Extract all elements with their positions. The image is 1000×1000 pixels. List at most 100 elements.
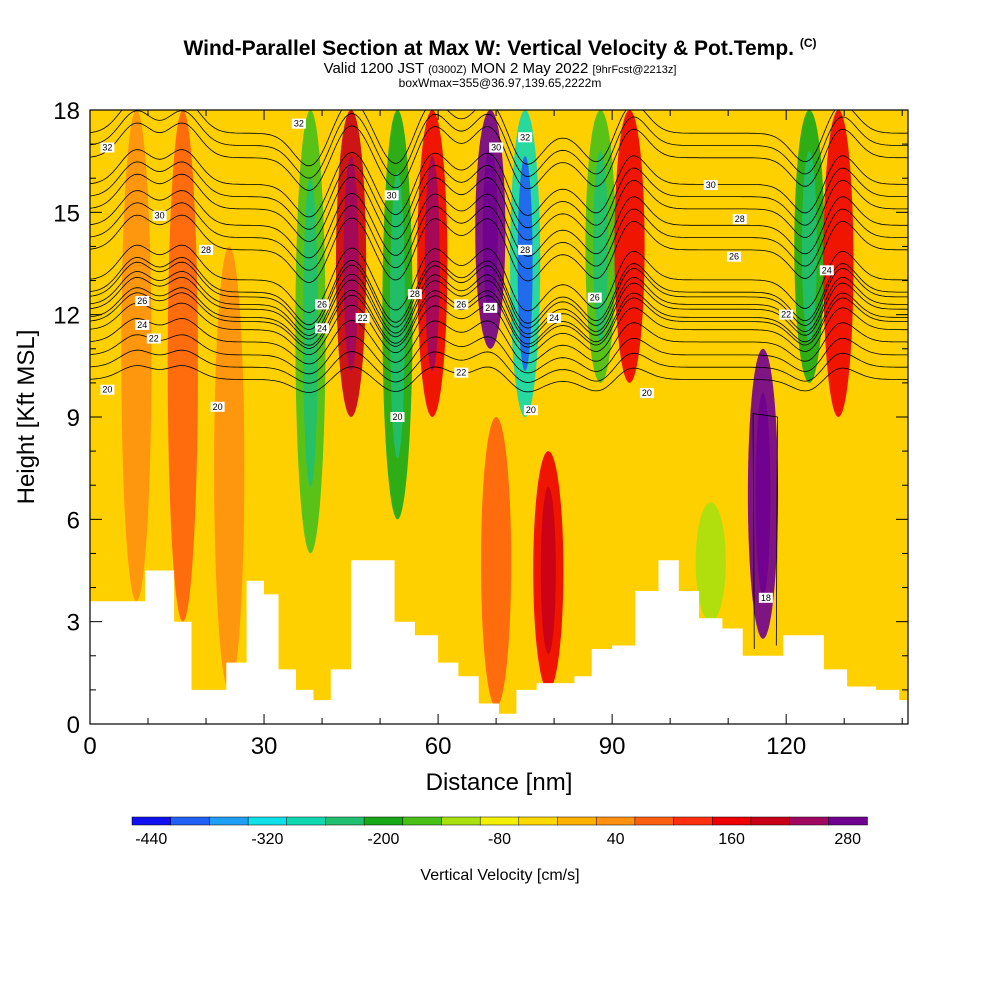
velocity-core-7: [482, 145, 498, 313]
theta-label-28-1: 28: [410, 289, 420, 299]
colorbar-swatch-9: [479, 816, 520, 826]
theta-label-24-1: 24: [317, 323, 327, 333]
theta-line-22-0: [90, 318, 908, 365]
theta-label-32-1: 32: [294, 119, 304, 129]
theta-line-28-0: [90, 214, 908, 283]
theta-label-bg: [703, 180, 718, 191]
colorbar-tick-label: 280: [834, 831, 861, 848]
theta-line-28-1: [90, 202, 908, 271]
theta-line-24-0: [90, 292, 908, 349]
theta-line-32-0: [90, 122, 908, 191]
velocity-core-10: [540, 486, 556, 655]
velocity-cell-2: [214, 246, 245, 690]
velocity-core-4: [343, 156, 359, 371]
velocity-core-3: [302, 176, 318, 487]
colorbar-tick-label: 40: [607, 831, 625, 848]
velocity-core-5: [389, 171, 405, 458]
theta-line-24-1: [90, 276, 908, 340]
theta-line-30-1: [90, 161, 908, 230]
colorbar-swatch-2: [209, 816, 249, 826]
theta-label-bg: [454, 299, 469, 310]
theta-label-bg: [291, 118, 306, 129]
theta-line-26-1: [90, 256, 908, 326]
velocity-cell-12: [614, 110, 645, 383]
theta-label-bg: [384, 190, 399, 201]
theta-label-32-0: 32: [102, 143, 112, 153]
colorbar: -440 -320 -200 -80 40 160 280: [131, 816, 868, 848]
theta-label-bg: [819, 265, 834, 276]
y-tick-label: 3: [67, 610, 80, 637]
colorbar-swatch-5: [325, 816, 365, 826]
theta-label-30-0: 30: [155, 211, 165, 221]
theta-label-22-2: 22: [456, 368, 466, 378]
theta-label-26-1: 26: [317, 299, 327, 309]
theta-label-bg: [146, 333, 161, 344]
x-tick-label: 90: [599, 733, 626, 760]
theta-label-bg: [523, 405, 538, 416]
theta-label-bg: [135, 319, 150, 330]
velocity-core-15: [801, 150, 817, 342]
colorbar-tick-label: -320: [251, 831, 283, 848]
theta-line-32-2: [90, 110, 908, 167]
y-tick-label: 6: [67, 507, 80, 534]
theta-label-bg: [639, 388, 654, 399]
velocity-core-9: [517, 156, 533, 371]
theta-label-30-1: 30: [387, 190, 397, 200]
theta-label-bg: [547, 313, 562, 324]
colorbar-swatch-10: [518, 816, 559, 826]
colorbar-swatch-7: [402, 816, 443, 826]
theta-line-18: [752, 413, 778, 649]
velocity-cell-8: [480, 416, 512, 707]
colorbar-swatch-14: [673, 816, 714, 826]
theta-label-24-3: 24: [549, 313, 559, 323]
velocity-core-11: [593, 150, 609, 342]
colorbar-swatch-0: [131, 816, 172, 826]
velocity-core-14: [755, 392, 771, 596]
colorbar-tick-label: 160: [718, 831, 745, 848]
y-tick-label: 12: [53, 303, 80, 330]
theta-label-20-0: 20: [102, 385, 112, 395]
theta-label-bg: [732, 214, 747, 225]
theta-line-20-0: [90, 365, 908, 393]
theta-label-bg: [100, 142, 115, 153]
theta-line-22-2: [90, 287, 908, 346]
theta-label-30-2: 30: [491, 143, 501, 153]
theta-label-bg: [199, 244, 214, 255]
y-tick-label: 9: [67, 405, 80, 432]
theta-line-30-2: [90, 149, 908, 218]
theta-label-bg: [758, 592, 773, 603]
velocity-cell-13: [695, 502, 726, 622]
theta-label-28-0: 28: [201, 245, 211, 255]
chart-title: Wind-Parallel Section at Max W: Vertical…: [183, 36, 817, 60]
theta-label-20-4: 20: [642, 388, 652, 398]
theta-line-20-1: [90, 349, 908, 384]
theta-label-22-3: 22: [781, 310, 791, 320]
theta-label-20-2: 20: [392, 412, 402, 422]
theta-label-22-1: 22: [358, 313, 368, 323]
colorbar-swatch-3: [247, 816, 288, 826]
theta-label-18-0: 18: [761, 593, 771, 603]
colorbar-tick-label: -80: [488, 831, 511, 848]
theta-label-24-0: 24: [137, 320, 147, 330]
x-axis-title: Distance [nm]: [426, 769, 573, 796]
chart-box-info: boxWmax=355@36.97,139.65,2222m: [398, 76, 602, 90]
theta-label-20-1: 20: [213, 402, 223, 412]
theta-line-28-2: [90, 190, 908, 259]
colorbar-swatch-6: [363, 816, 404, 826]
theta-label-28-3: 28: [735, 214, 745, 224]
colorbar-title: Vertical Velocity [cm/s]: [420, 867, 579, 884]
x-tick-label: 120: [766, 733, 806, 760]
velocity-core-6: [424, 156, 440, 371]
colorbar-swatch-13: [634, 816, 675, 826]
theta-label-26-4: 26: [729, 252, 739, 262]
chart-subtitle: Valid 1200 JST (0300Z) MON 2 May 2022 [9…: [323, 60, 677, 77]
theta-line-26-2: [90, 244, 908, 313]
theta-label-bg: [152, 210, 167, 221]
velocity-cell-0: [121, 110, 152, 602]
theta-label-bg: [587, 292, 602, 303]
terrain-mask: [90, 560, 908, 724]
colorbar-swatch-15: [712, 816, 752, 826]
colorbar-swatch-1: [170, 816, 211, 826]
